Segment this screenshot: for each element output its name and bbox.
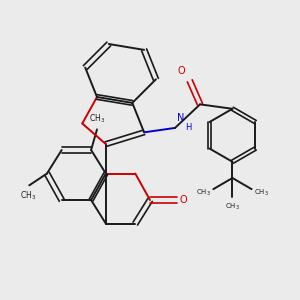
Text: CH$_3$: CH$_3$ bbox=[225, 202, 240, 212]
Text: H: H bbox=[185, 123, 192, 132]
Text: O: O bbox=[179, 195, 187, 205]
Text: CH$_3$: CH$_3$ bbox=[20, 190, 36, 202]
Text: CH$_3$: CH$_3$ bbox=[254, 188, 268, 198]
Text: O: O bbox=[178, 66, 185, 76]
Text: N: N bbox=[176, 113, 184, 124]
Text: CH$_3$: CH$_3$ bbox=[89, 112, 105, 125]
Text: CH$_3$: CH$_3$ bbox=[196, 188, 211, 198]
